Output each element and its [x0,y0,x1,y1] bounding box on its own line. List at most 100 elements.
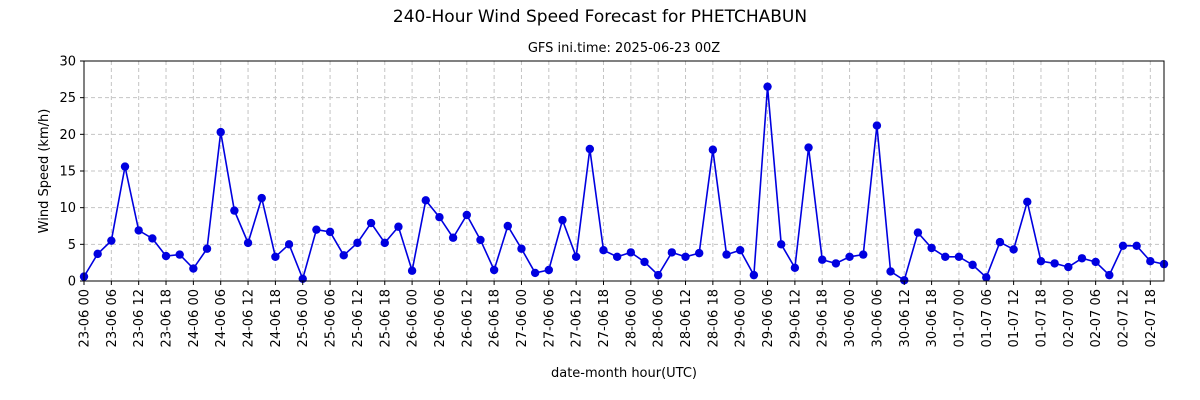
x-tick-label: 23-06 00 [78,289,93,347]
data-point [407,266,417,275]
y-tick-label: 25 [59,91,76,106]
y-tick-label: 20 [59,128,76,143]
data-point [900,276,909,285]
data-point [1077,254,1087,263]
y-tick-label: 15 [59,165,76,180]
x-tick-label: 27-06 12 [570,289,585,347]
data-point [995,237,1005,247]
x-tick-label: 30-06 06 [870,289,885,347]
x-tick-label: 26-06 12 [460,289,475,347]
data-point [927,243,936,253]
data-point [435,213,444,222]
x-tick-label: 01-07 12 [1007,289,1022,347]
x-tick-label: 01-07 18 [1034,289,1049,347]
x-tick-label: 29-06 18 [816,289,831,347]
x-tick-label: 30-06 12 [898,289,913,347]
figure-title: 240-Hour Wind Speed Forecast for PHETCHA… [393,7,807,27]
x-tick-label: 27-06 00 [515,289,530,347]
data-point [1146,257,1155,266]
data-point [845,252,854,261]
data-point [1132,241,1141,250]
data-point [366,218,376,228]
data-point [1091,257,1100,267]
data-point [941,252,950,261]
data-point [202,244,212,253]
data-point [694,248,704,258]
x-tick-label: 02-07 18 [1144,289,1159,347]
x-axis-label: date-month hour(UTC) [551,366,697,381]
data-point [612,252,622,261]
x-tick-label: 29-06 12 [788,289,803,347]
x-tick-label: 29-06 00 [734,289,749,347]
data-point [640,257,649,267]
x-axis: 23-06 00 23-06 06 23-06 12 23-06 18 24-06 00… [78,281,1159,347]
data-point [954,252,964,261]
x-tick-label: 25-06 00 [296,289,311,347]
data-point [1050,259,1059,268]
data-point [571,252,581,261]
y-axis: 0 5 10 15 20 25 30 [59,55,84,290]
data-point [216,127,225,137]
data-point [1118,241,1128,250]
x-tick-label: 24-06 18 [269,289,284,347]
x-tick-label: 27-06 18 [597,289,612,347]
data-point [1105,270,1114,280]
data-point [749,270,759,280]
data-point [489,265,499,275]
data-point [1036,257,1046,266]
data-point [530,268,540,278]
x-tick-label: 02-07 12 [1116,289,1131,347]
grid [83,60,1164,282]
data-point [1009,245,1018,254]
y-tick-label: 5 [68,238,76,253]
x-tick-label: 23-06 18 [160,289,175,347]
data-point [1064,262,1073,272]
x-tick-label: 25-06 06 [324,289,339,347]
data-point [107,236,116,245]
data-point [284,240,294,249]
series-line [83,86,1165,282]
data-point [722,250,731,259]
data-point [818,255,827,264]
data-point [913,228,923,237]
x-tick-label: 26-06 18 [488,289,503,347]
data-point [312,225,321,234]
data-point [339,251,348,260]
y-tick-label: 0 [68,275,76,290]
data-point [448,233,458,242]
data-point [161,251,171,261]
data-point [257,193,266,203]
x-tick-label: 02-07 00 [1062,289,1077,347]
x-tick-label: 24-06 12 [242,289,257,347]
x-tick-label: 23-06 06 [105,289,120,347]
data-point [230,206,239,215]
data-point [859,250,868,259]
x-tick-label: 30-06 00 [843,289,858,347]
data-point [626,248,636,257]
data-point [790,263,800,272]
data-point [134,226,143,235]
data-point [148,234,157,243]
data-point [653,270,663,280]
data-point [667,248,677,257]
x-tick-label: 01-07 06 [980,289,995,347]
x-tick-label: 25-06 12 [351,289,366,347]
data-point [243,238,253,248]
data-point [736,246,745,255]
x-tick-label: 28-06 18 [706,289,721,347]
data-point [175,250,184,259]
x-tick-label: 29-06 06 [761,289,776,347]
data-point [804,143,813,152]
data-point [585,144,595,154]
data-point [982,273,991,282]
data-point [1023,197,1032,206]
data-point [599,246,608,255]
y-axis-label: Wind Speed (km/h) [37,109,52,234]
data-point [189,264,198,273]
data-point [394,222,403,231]
data-point [681,252,690,261]
data-point [380,238,389,248]
data-point [120,162,130,171]
data-point [421,196,430,205]
